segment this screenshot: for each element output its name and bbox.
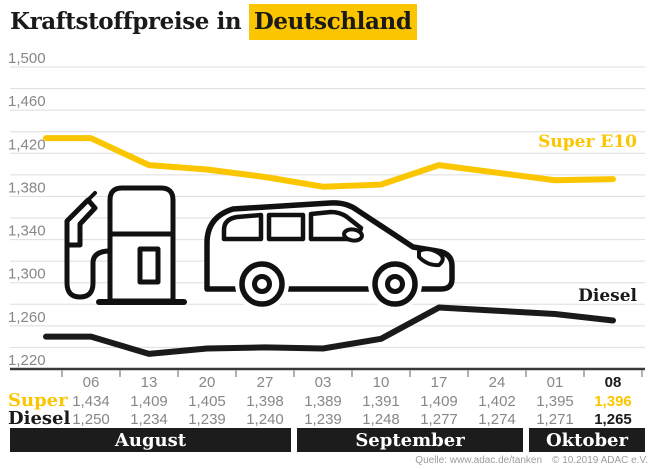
table-cell-diesel: 1,234 <box>130 411 168 428</box>
y-axis-labels: 1,220 1,260 1,300 1,340 1,380 1,420 1,460 1,500 <box>8 50 46 369</box>
table-row-diesel: 1,250 1,234 1,239 1,240 1,239 1,248 1,277 1,274… <box>72 411 632 428</box>
y-axis-label: 1,300 <box>8 266 46 283</box>
table-cell-super: 1,391 <box>362 393 400 410</box>
series-label-super-e10: Super E10 <box>538 132 637 152</box>
month-band-august <box>10 428 291 452</box>
y-axis-label: 1,340 <box>8 223 46 240</box>
table-cell-super: 1,434 <box>72 393 110 410</box>
table-cell-super: 1,395 <box>536 393 574 410</box>
y-axis-label: 1,420 <box>8 136 46 153</box>
table-cell-super: 1,398 <box>246 393 284 410</box>
month-band-september <box>297 428 523 452</box>
page-title: Kraftstoffpreise in Deutschland <box>10 2 417 42</box>
month-band-label: September <box>355 430 465 451</box>
table-cell-diesel: 1,240 <box>246 411 284 428</box>
y-axis-label: 1,260 <box>8 309 46 326</box>
table-cell-super: 1,409 <box>420 393 458 410</box>
table-cell-super: 1,402 <box>478 393 516 410</box>
series-label-diesel: Diesel <box>578 286 637 306</box>
source-copyright: © 10.2019 ADAC e.V. <box>552 455 648 466</box>
fuel-pump-icon <box>64 185 187 305</box>
page-title-text: Kraftstoffpreise in <box>10 8 242 35</box>
y-axis-label: 1,380 <box>8 179 46 196</box>
day-label: 27 <box>257 374 274 391</box>
month-bands: August September Oktober <box>10 428 645 452</box>
data-line-super <box>43 135 616 190</box>
table-row-super: 1,434 1,409 1,405 1,398 1,389 1,391 1,409 1,402… <box>72 393 632 410</box>
y-axis-label: 1,220 <box>8 352 46 369</box>
month-band-label: August <box>114 430 187 451</box>
day-label: 10 <box>373 374 390 391</box>
day-label: 06 <box>83 374 100 391</box>
data-line-diesel <box>43 304 616 357</box>
table-cell-diesel: 1,265 <box>594 411 632 428</box>
day-label: 17 <box>431 374 448 391</box>
month-band-label: Oktober <box>546 430 629 451</box>
y-axis-label: 1,500 <box>8 50 46 67</box>
data-lines <box>43 135 616 357</box>
row-label-super: Super <box>8 390 68 411</box>
day-label: 01 <box>547 374 564 391</box>
table-cell-diesel: 1,250 <box>72 411 110 428</box>
table-cell-diesel: 1,271 <box>536 411 574 428</box>
table-cell-diesel: 1,248 <box>362 411 400 428</box>
month-band-oktober <box>529 428 645 452</box>
table-cell-super: 1,389 <box>304 393 342 410</box>
source-note: Quelle: www.adac.de/tanken © 10.2019 ADAC… <box>415 455 648 466</box>
table-cell-diesel: 1,239 <box>188 411 226 428</box>
car-icon <box>204 200 455 311</box>
source-site: Quelle: www.adac.de/tanken <box>415 455 542 466</box>
row-label-diesel: Diesel <box>8 408 70 429</box>
table-cell-super: 1,396 <box>594 393 632 410</box>
x-axis <box>10 367 645 377</box>
y-axis-label: 1,460 <box>8 93 46 110</box>
table-cell-diesel: 1,274 <box>478 411 516 428</box>
day-label: 13 <box>141 374 158 391</box>
title-highlight: Deutschland <box>248 4 417 40</box>
day-label: 03 <box>315 374 332 391</box>
table-cell-diesel: 1,239 <box>304 411 342 428</box>
day-label: 24 <box>489 374 506 391</box>
day-label: 08 <box>605 374 622 391</box>
x-axis-day-labels: 06 13 20 27 03 10 17 24 01 08 <box>83 374 622 391</box>
day-label: 20 <box>199 374 216 391</box>
table-cell-super: 1,405 <box>188 393 226 410</box>
table-cell-super: 1,409 <box>130 393 168 410</box>
table-cell-diesel: 1,277 <box>420 411 458 428</box>
